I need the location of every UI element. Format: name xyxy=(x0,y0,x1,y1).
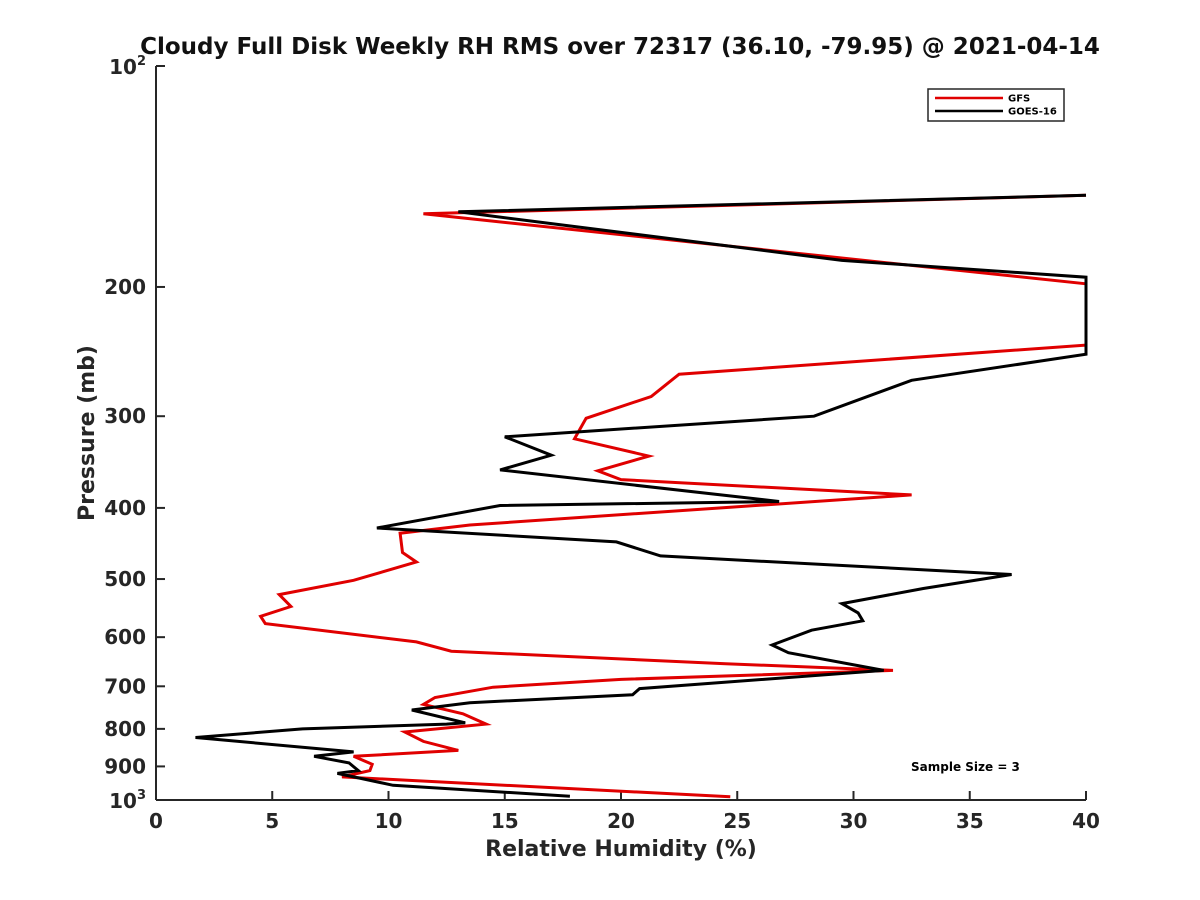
y-tick-label: 400 xyxy=(104,496,146,520)
x-tick-label: 25 xyxy=(723,809,751,833)
x-tick-label: 10 xyxy=(375,809,403,833)
y-tick-base: 10 xyxy=(109,55,137,79)
x-tick-label: 0 xyxy=(149,809,163,833)
y-tick-label: 700 xyxy=(104,674,146,698)
y-axis-label: Pressure (mb) xyxy=(75,345,100,521)
legend-label-gfs: GFS xyxy=(1008,94,1030,105)
y-tick-exponent: 3 xyxy=(137,788,146,803)
x-tick-label: 30 xyxy=(840,809,868,833)
x-axis-label: Relative Humidity (%) xyxy=(485,837,757,862)
legend-label-goes-16: GOES-16 xyxy=(1008,107,1057,118)
x-ticks: 0 5 10 15 20 25 30 35 40 xyxy=(149,791,1100,833)
chart-title: Cloudy Full Disk Weekly RH RMS over 7231… xyxy=(140,34,1100,60)
y-tick-label: 800 xyxy=(104,717,146,741)
y-tick-label: 300 xyxy=(104,404,146,428)
plot-area: 0 5 10 15 20 25 30 35 40 10220030040050060070080… xyxy=(104,54,1100,833)
series-line-goes-16 xyxy=(195,193,1088,798)
y-tick-label: 102 xyxy=(109,54,146,79)
sample-size-annotation: Sample Size = 3 xyxy=(911,760,1020,774)
y-tick-label: 103 xyxy=(109,788,146,813)
x-tick-label: 15 xyxy=(491,809,519,833)
series-lines xyxy=(195,193,1088,799)
y-tick-label: 200 xyxy=(104,275,146,299)
y-tick-label: 500 xyxy=(104,567,146,591)
legend-box xyxy=(927,88,1065,122)
y-tick-label: 900 xyxy=(104,754,146,778)
y-tick-label: 600 xyxy=(104,625,146,649)
x-tick-label: 5 xyxy=(265,809,279,833)
legend: GFS GOES-16 xyxy=(927,88,1065,122)
y-tick-base: 10 xyxy=(109,789,137,813)
x-tick-label: 20 xyxy=(607,809,635,833)
x-tick-label: 35 xyxy=(956,809,984,833)
x-tick-label: 40 xyxy=(1072,809,1100,833)
y-tick-exponent: 2 xyxy=(137,54,146,69)
series-line-gfs xyxy=(258,193,1088,799)
